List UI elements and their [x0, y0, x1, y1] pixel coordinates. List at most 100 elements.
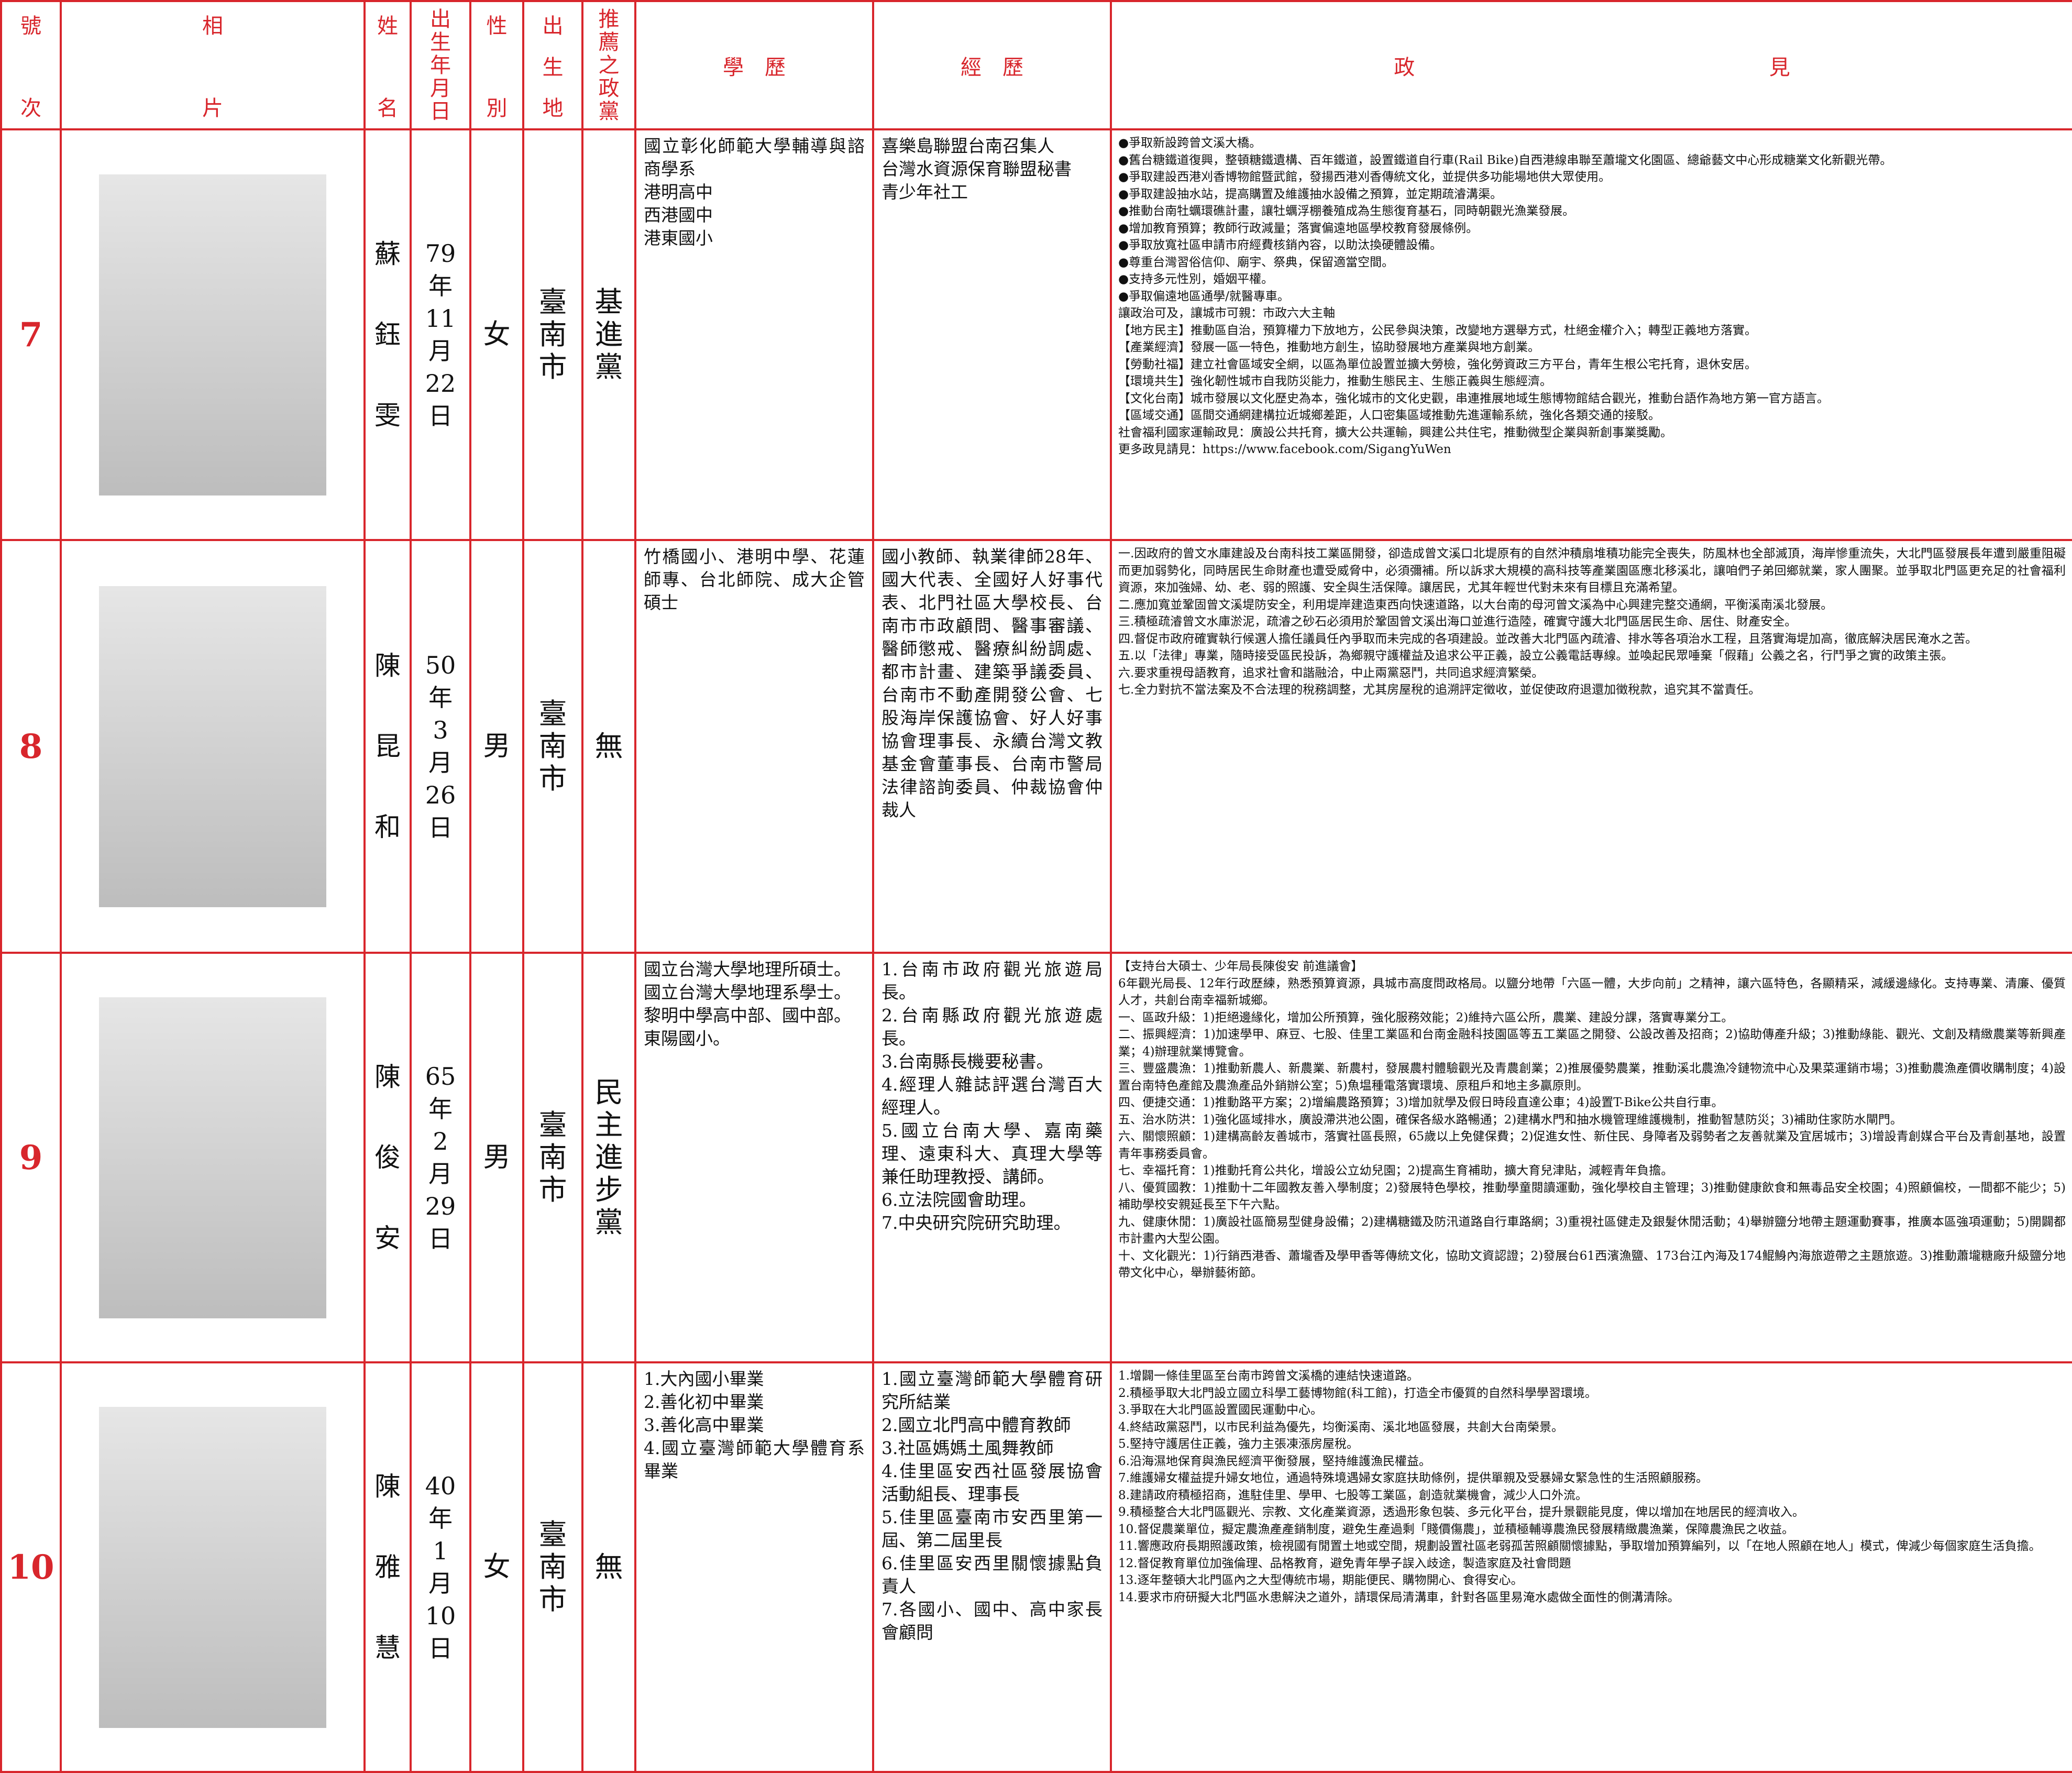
char: 月 [428, 748, 453, 777]
header-cell: 政見 [1110, 0, 2072, 130]
char: 日 [428, 1634, 453, 1662]
header-experience: 經歷 [875, 50, 1109, 81]
party-cell: 無 [581, 1361, 636, 1773]
education-cell: 國立彰化師範大學輔導與諮商學系 港明高中 西港國中 港東國小 [634, 128, 874, 541]
photo-cell [60, 128, 366, 541]
experience-item: 1.台南市政府觀光旅遊局長。 [881, 959, 1103, 1003]
char: 黨 [594, 1206, 623, 1239]
header-number: 號次 [3, 9, 59, 122]
char: 推 [598, 7, 620, 31]
education-cell: 竹橋國小、港明中學、花蓮師專、台北師院、成大企管碩士 [634, 539, 874, 954]
candidate-gender: 女 [472, 319, 521, 350]
header-cell: 號次 [0, 0, 62, 130]
platform-item: 六、關懷照顧：1)建構高齡友善城市，落實社區長照，65歲以上免健保費；2)促進女… [1118, 1130, 2066, 1161]
char: 臺 [538, 285, 567, 318]
char: 無 [594, 730, 623, 763]
header-cell: 學歷 [634, 0, 874, 130]
platform-item: 12.督促教育單位加強倫理、品格教育，避免青年學子誤入歧途，製造家庭及社會問題 [1118, 1556, 1571, 1570]
experience-item: 2.台南縣政府觀光旅遊處長。 [881, 1005, 1103, 1049]
char: 陳 [374, 1062, 401, 1092]
platform-item: 5.堅持守護居住正義，強力主張凍漲房屋稅。 [1118, 1437, 1359, 1451]
experience-item: 1.國立臺灣師範大學體育研究所結業 [881, 1369, 1103, 1412]
char: 鈺 [374, 320, 401, 350]
char: 姓 [377, 14, 398, 38]
char: 蘇 [374, 239, 401, 269]
number-cell: 7 [0, 128, 62, 541]
char: 2 [433, 1127, 448, 1155]
gender-cell: 男 [469, 952, 524, 1363]
char: 慧 [374, 1633, 401, 1663]
char: 市 [538, 762, 567, 795]
char: 性 [486, 14, 508, 38]
photo-cell [60, 1361, 366, 1773]
char: 出 [542, 14, 564, 38]
birth-cell: 65 年 2 月 29 日 [410, 952, 471, 1363]
education-cell: 1.大內國小畢業 2.善化初中畢業 3.善化高中畢業 4.國立臺灣師範大學體育系畢業 [634, 1361, 874, 1773]
photo [99, 174, 326, 495]
char: 女 [483, 319, 511, 350]
char: 名 [377, 96, 398, 120]
candidate-birthplace: 臺南市 [525, 285, 580, 383]
platform-item: 8.建請政府積極招商，進駐佳里、學甲、七股等工業區，創造就業機會，減少人口外流。 [1118, 1488, 1588, 1502]
char: 步 [594, 1173, 623, 1206]
char: 和 [374, 812, 401, 842]
candidate-row: 7 蘇鈺雯 79 年 11 月 22 日女臺南市基進黨國立彰化師範大學輔導與諮商學系 港明高中西… [0, 128, 2072, 541]
platform-item: 九、健康休閒：1)廣設社區簡易型健身設備；2)建構糖鐵及防汛道路自行車路網；3)… [1118, 1215, 2066, 1246]
number-cell: 9 [0, 952, 62, 1363]
name-cell: 蘇鈺雯 [363, 128, 412, 541]
experience-cell: 1.台南市政府觀光旅遊局長。 2.台南縣政府觀光旅遊處長。 3.台南縣長機要秘書。 4… [872, 952, 1112, 1363]
platform-item: ●爭取建設西港刈香博物館暨武館，發揚西港刈香傳統文化，並提供多功能場地供大眾使用… [1118, 170, 1611, 184]
char: 年 [428, 1095, 453, 1123]
platform-item: 10.督促農業單位，擬定農漁產產銷制度，避免生產過剩「賤價傷農」，並積極輔導農漁… [1118, 1522, 1794, 1536]
char: 生 [542, 55, 564, 80]
party-cell: 無 [581, 539, 636, 954]
platform-item: 讓政治可及，讓城市可親：市政六大主軸 [1118, 306, 1335, 320]
char: 黨 [594, 350, 623, 383]
gender-cell: 女 [469, 128, 524, 541]
experience-item: 4.佳里區安西社區發展協會活動組長、理事長 [881, 1461, 1103, 1504]
platform-item: 4.終結政黨惡鬥，以市民利益為優先，均衡溪南、溪北地區發展，共創大台南榮景。 [1118, 1420, 1563, 1434]
char: 雯 [374, 400, 401, 431]
photo [99, 1406, 326, 1728]
candidate-birth: 65 年 2 月 29 日 [413, 1060, 468, 1255]
platform-item: 七.全力對抗不當法案及不合法理的稅務調整，尤其房屋稅的追溯評定徵收，並促使政府退… [1118, 683, 1761, 697]
char: 日 [428, 402, 453, 430]
candidate-gender: 男 [472, 731, 521, 762]
char: 之 [598, 53, 620, 78]
header-platform: 政見 [1113, 50, 2071, 81]
char: 日 [428, 813, 453, 842]
birth-cell: 40 年 1 月 10 日 [410, 1361, 471, 1773]
education-item: 竹橋國小、港明中學、花蓮師專、台北師院、成大企管碩士 [644, 546, 865, 613]
platform-item: 【區域交通】區間交通網建構拉近城鄉差距，人口密集區域推動先進運輸系統，強化各類交… [1118, 409, 1660, 422]
header-birthplace: 出生地 [525, 9, 580, 122]
char: 男 [483, 731, 511, 762]
candidate-birth: 50 年 3 月 26 日 [413, 649, 468, 844]
candidate-party: 無 [585, 730, 633, 763]
candidate-number: 9 [19, 1138, 43, 1177]
platform-item: 十、文化觀光：1)行銷西港香、蕭壠香及學甲香等傳統文化，協助文資認證；2)發展台… [1118, 1249, 2066, 1280]
char: 經 [961, 55, 982, 80]
char: 南 [538, 1550, 567, 1583]
char: 79 [425, 239, 456, 268]
char: 出 [430, 7, 451, 31]
char: 主 [594, 1108, 623, 1141]
platform-cell: 一.因政府的曾文水庫建設及台南科技工業區開發，卻造成曾文溪口北堤原有的自然沖積扇… [1110, 539, 2072, 954]
education-item: 黎明中學高中部、國中部。 [644, 1005, 851, 1026]
platform-item: ●支持多元性別，婚姻平權。 [1118, 272, 1274, 286]
name-cell: 陳雅慧 [363, 1361, 412, 1773]
platform-item: 二.應加寬並鞏固曾文溪堤防安全，利用堤岸建造東西向快速道路，以大台南的母河曾文溪… [1118, 598, 1833, 612]
platform-item: 11.響應政府長期照護政策，檢視國有閒置土地或空間，規劃設置社區老弱孤苦照顧關懷… [1118, 1539, 2041, 1553]
candidate-birthplace: 臺南市 [525, 698, 580, 795]
char: 相 [202, 14, 223, 38]
experience-item: 3.台南縣長機要秘書。 [881, 1051, 1054, 1072]
gender-cell: 男 [469, 539, 524, 954]
candidate-birthplace: 臺南市 [525, 1518, 580, 1616]
candidate-birth: 79 年 11 月 22 日 [413, 237, 468, 432]
platform-item: 3.爭取在大北門區設置國民運動中心。 [1118, 1403, 1322, 1417]
photo-cell [60, 952, 366, 1363]
candidate-row: 10 陳雅慧 40 年 1 月 10 日 女臺南市無 1.大內國小畢業 2.善化初中畢業 3.善化高中… [0, 1361, 2072, 1773]
education-item: 2.善化初中畢業 [644, 1392, 764, 1412]
char: 黨 [598, 99, 620, 124]
experience-cell: 國小教師、執業律師28年、國大代表、全國好人好事代表、北門社區大學校長、台南市市… [872, 539, 1112, 954]
